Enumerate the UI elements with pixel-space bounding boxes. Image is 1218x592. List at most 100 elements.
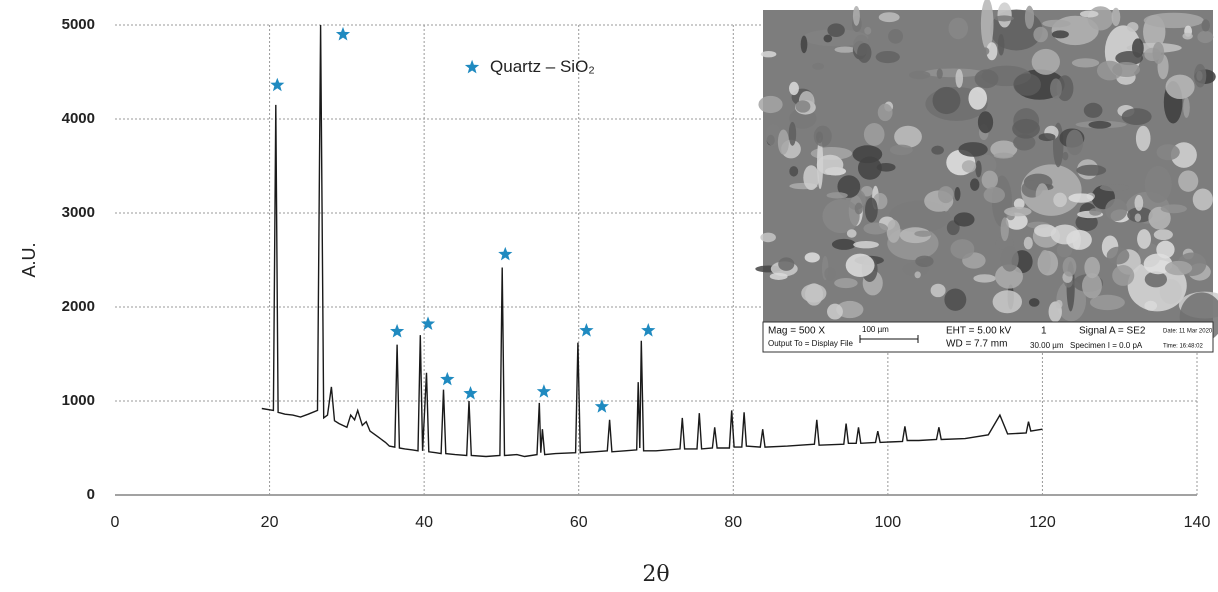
y-axis-label: A.U. <box>19 242 39 277</box>
sem-particle <box>1051 30 1069 39</box>
sem-particle <box>1134 213 1142 222</box>
sem-particle <box>995 264 1023 289</box>
sem-particle <box>993 152 1014 159</box>
sem-particle <box>1033 26 1048 43</box>
sem-particle <box>827 303 843 320</box>
sem-particle <box>1135 125 1151 152</box>
sem-particle <box>1165 74 1195 100</box>
sem-particle <box>834 278 858 289</box>
sem-particle <box>981 170 998 190</box>
sem-particle <box>837 175 861 198</box>
sem-particle <box>805 283 824 306</box>
sem-particle <box>950 239 975 259</box>
sem-particle <box>831 238 857 250</box>
sem-particle <box>1013 134 1036 151</box>
sem-scale: 100 µm <box>862 325 889 334</box>
sem-particle <box>826 192 848 199</box>
sem-particle <box>827 23 845 37</box>
sem-particle <box>845 253 875 277</box>
sem-particle <box>1012 118 1040 139</box>
sem-particle <box>1192 188 1213 211</box>
quartz-marker <box>440 371 455 386</box>
sem-particle <box>852 6 860 26</box>
sem-particle <box>1178 170 1199 192</box>
sem-particle <box>1137 229 1152 249</box>
sem-particle <box>975 160 982 178</box>
sem-particle <box>948 17 969 40</box>
quartz-marker <box>579 323 594 337</box>
sem-particle <box>1115 51 1144 66</box>
sem-particle <box>983 186 1005 203</box>
sem-particle <box>1076 164 1107 176</box>
sem-particle <box>789 166 799 177</box>
sem-particle <box>953 212 975 227</box>
sem-info-bar <box>762 321 1214 353</box>
quartz-marker <box>594 399 609 413</box>
x-tick-label: 140 <box>1184 514 1211 531</box>
sem-particle <box>863 222 888 235</box>
sem-particle <box>1112 61 1141 78</box>
sem-particle <box>765 124 782 147</box>
sem-particle <box>788 81 799 96</box>
sem-particle <box>1143 12 1204 29</box>
sem-particle <box>1053 192 1067 208</box>
sem-particle <box>1079 10 1099 18</box>
sem-particle <box>1004 206 1032 217</box>
y-tick-label: 4000 <box>62 110 95 127</box>
sem-particle <box>1062 151 1069 161</box>
sem-particle <box>1144 165 1172 203</box>
sem-particle <box>955 69 964 88</box>
x-tick-label: 20 <box>261 514 279 531</box>
sem-particle <box>1023 236 1033 250</box>
sem-particle <box>1182 32 1193 40</box>
sem-particle <box>836 300 864 319</box>
quartz-marker <box>270 77 285 92</box>
sem-particle <box>823 34 833 43</box>
sem-particle <box>1105 198 1128 222</box>
sem-particle <box>958 142 988 157</box>
sem-particle <box>769 272 788 280</box>
sem-particle <box>997 34 1005 56</box>
sem-particle <box>1042 19 1071 28</box>
sem-particle <box>1089 208 1102 216</box>
sem-particle <box>1038 133 1056 142</box>
quartz-marker <box>335 26 351 41</box>
sem-inset: Mag = 500 X Output To = Display File 100… <box>755 0 1218 353</box>
sem-detector: 1 <box>1041 326 1047 337</box>
sem-particle <box>777 129 789 155</box>
quartz-marker <box>498 246 513 261</box>
sem-particle <box>758 95 783 114</box>
sem-particle <box>944 288 967 311</box>
sem-particle <box>875 50 900 64</box>
sem-particle <box>923 68 984 78</box>
sem-particle <box>1028 298 1040 307</box>
sem-particle <box>970 178 980 191</box>
sem-particle <box>788 121 797 146</box>
sem-particle <box>915 255 934 268</box>
sem-particle <box>931 145 944 155</box>
sem-particle <box>812 62 824 70</box>
quartz-marker <box>390 323 405 338</box>
sem-particle <box>795 100 811 113</box>
sem-particle <box>894 125 922 148</box>
sem-particle <box>1156 240 1175 259</box>
x-tick-label: 80 <box>724 514 742 531</box>
sem-wd: WD = 7.7 mm <box>946 339 1007 350</box>
sem-particle <box>1068 193 1094 203</box>
sem-particle <box>1126 22 1139 32</box>
sem-particle <box>760 232 776 243</box>
sem-particle <box>1088 120 1112 129</box>
sem-particle <box>1144 300 1158 311</box>
sem-particle <box>857 156 882 180</box>
sem-particle <box>976 154 997 176</box>
sem-particle <box>1087 6 1114 31</box>
x-tick-label: 0 <box>111 514 120 531</box>
x-tick-label: 120 <box>1029 514 1056 531</box>
sem-time: Time: 16:48:02 <box>1163 344 1203 350</box>
sem-particle <box>857 42 872 63</box>
sem-particle <box>1152 41 1165 64</box>
sem-particle <box>813 125 832 147</box>
sem-particle <box>1024 5 1035 30</box>
x-tick-label: 100 <box>875 514 902 531</box>
sem-particle <box>877 103 893 122</box>
